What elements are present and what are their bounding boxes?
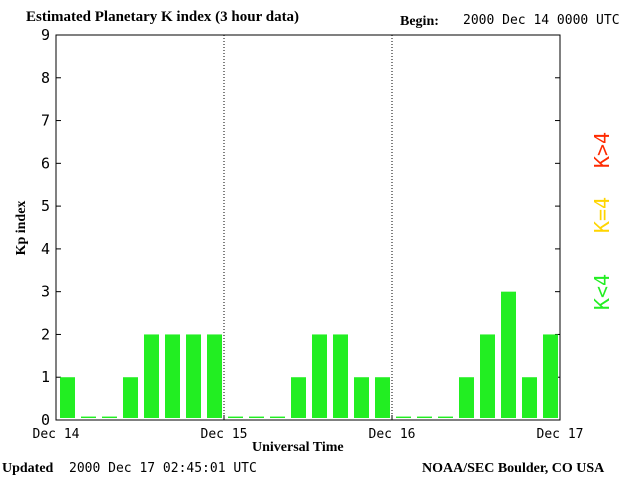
kp-bar <box>186 334 201 418</box>
y-tick-label: 9 <box>41 26 50 44</box>
y-axis-label: Kp index <box>14 200 29 256</box>
kp-bar <box>81 416 96 418</box>
kp-bar <box>501 291 516 418</box>
kp-bar <box>522 377 537 418</box>
legend-k-greater-4: K>4 <box>590 131 614 169</box>
x-tick-label: Dec 15 <box>201 427 248 442</box>
y-tick-label: 4 <box>41 240 50 258</box>
kp-bar <box>459 377 474 418</box>
chart-title: Estimated Planetary K index (3 hour data… <box>26 9 300 25</box>
kp-bar <box>543 334 558 418</box>
y-tick-label: 3 <box>41 283 50 301</box>
begin-value: 2000 Dec 14 0000 UTC <box>463 13 620 28</box>
x-tick-label: Dec 17 <box>537 427 584 442</box>
kp-bar <box>102 416 117 418</box>
y-tick-label: 8 <box>41 69 50 87</box>
begin-label: Begin: <box>400 14 439 29</box>
kp-bar <box>165 334 180 418</box>
kp-bar <box>354 377 369 418</box>
y-tick-label: 2 <box>41 325 50 343</box>
y-tick-label: 1 <box>41 368 50 386</box>
kp-bar <box>438 416 453 418</box>
updated-value: 2000 Dec 17 02:45:01 UTC <box>69 461 257 476</box>
kp-bar <box>333 334 348 418</box>
plot-frame <box>55 34 561 421</box>
updated-label: Updated <box>2 461 54 476</box>
x-axis-label: Universal Time <box>252 440 344 455</box>
kp-bar <box>396 416 411 418</box>
kp-bar <box>375 377 390 418</box>
y-tick-label: 5 <box>41 197 50 215</box>
y-tick-label: 7 <box>41 112 50 130</box>
kp-bar <box>312 334 327 418</box>
kp-bar <box>270 416 285 418</box>
kp-bar <box>207 334 222 418</box>
source-credit: NOAA/SEC Boulder, CO USA <box>422 461 605 476</box>
kp-bar <box>249 416 264 418</box>
kp-bar <box>480 334 495 418</box>
x-tick-label: Dec 14 <box>33 427 80 442</box>
x-tick-label: Dec 16 <box>369 427 416 442</box>
kp-bar <box>228 416 243 418</box>
y-tick-label: 0 <box>41 411 50 429</box>
kp-bar <box>417 416 432 418</box>
y-tick-label: 6 <box>41 154 50 172</box>
legend-k-equal-4: K=4 <box>590 196 614 234</box>
kp-bar <box>144 334 159 418</box>
kp-bar <box>60 377 75 418</box>
kp-bar <box>123 377 138 418</box>
legend-k-less-4: K<4 <box>590 273 614 311</box>
kp-bar <box>291 377 306 418</box>
